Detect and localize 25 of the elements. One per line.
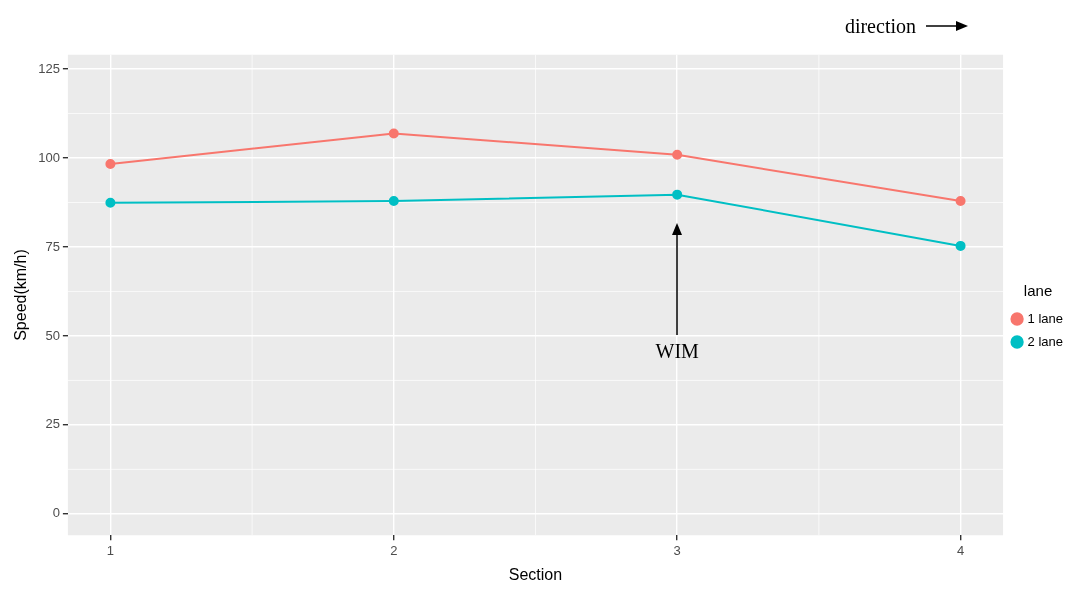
x-tick-label: 3 xyxy=(673,542,681,558)
legend-label: 1 lane xyxy=(1027,310,1063,326)
y-tick-label: 50 xyxy=(45,327,60,343)
text: direction xyxy=(844,14,916,38)
point xyxy=(105,159,116,170)
point xyxy=(105,197,116,208)
y-tick-label: 125 xyxy=(38,60,60,76)
point xyxy=(955,196,966,207)
annotation: WIM xyxy=(655,339,700,362)
point xyxy=(672,189,683,200)
point xyxy=(388,196,399,207)
point xyxy=(955,240,966,251)
legend-label: 2 lane xyxy=(1027,333,1063,349)
y-tick-label: 25 xyxy=(45,416,60,432)
x-tick-label: 4 xyxy=(956,542,965,558)
y-tick-label: 0 xyxy=(52,505,60,521)
legend-title: lane xyxy=(1023,282,1053,300)
x-axis-title: Section xyxy=(508,565,563,583)
y-tick-label: 100 xyxy=(38,149,60,165)
y-tick-label: 75 xyxy=(45,238,60,254)
x-tick-label: 1 xyxy=(106,542,115,558)
y-axis-title: Speed(km/h) xyxy=(12,249,30,341)
point xyxy=(388,128,399,139)
x-tick-label: 2 xyxy=(390,542,398,558)
point xyxy=(672,149,683,160)
